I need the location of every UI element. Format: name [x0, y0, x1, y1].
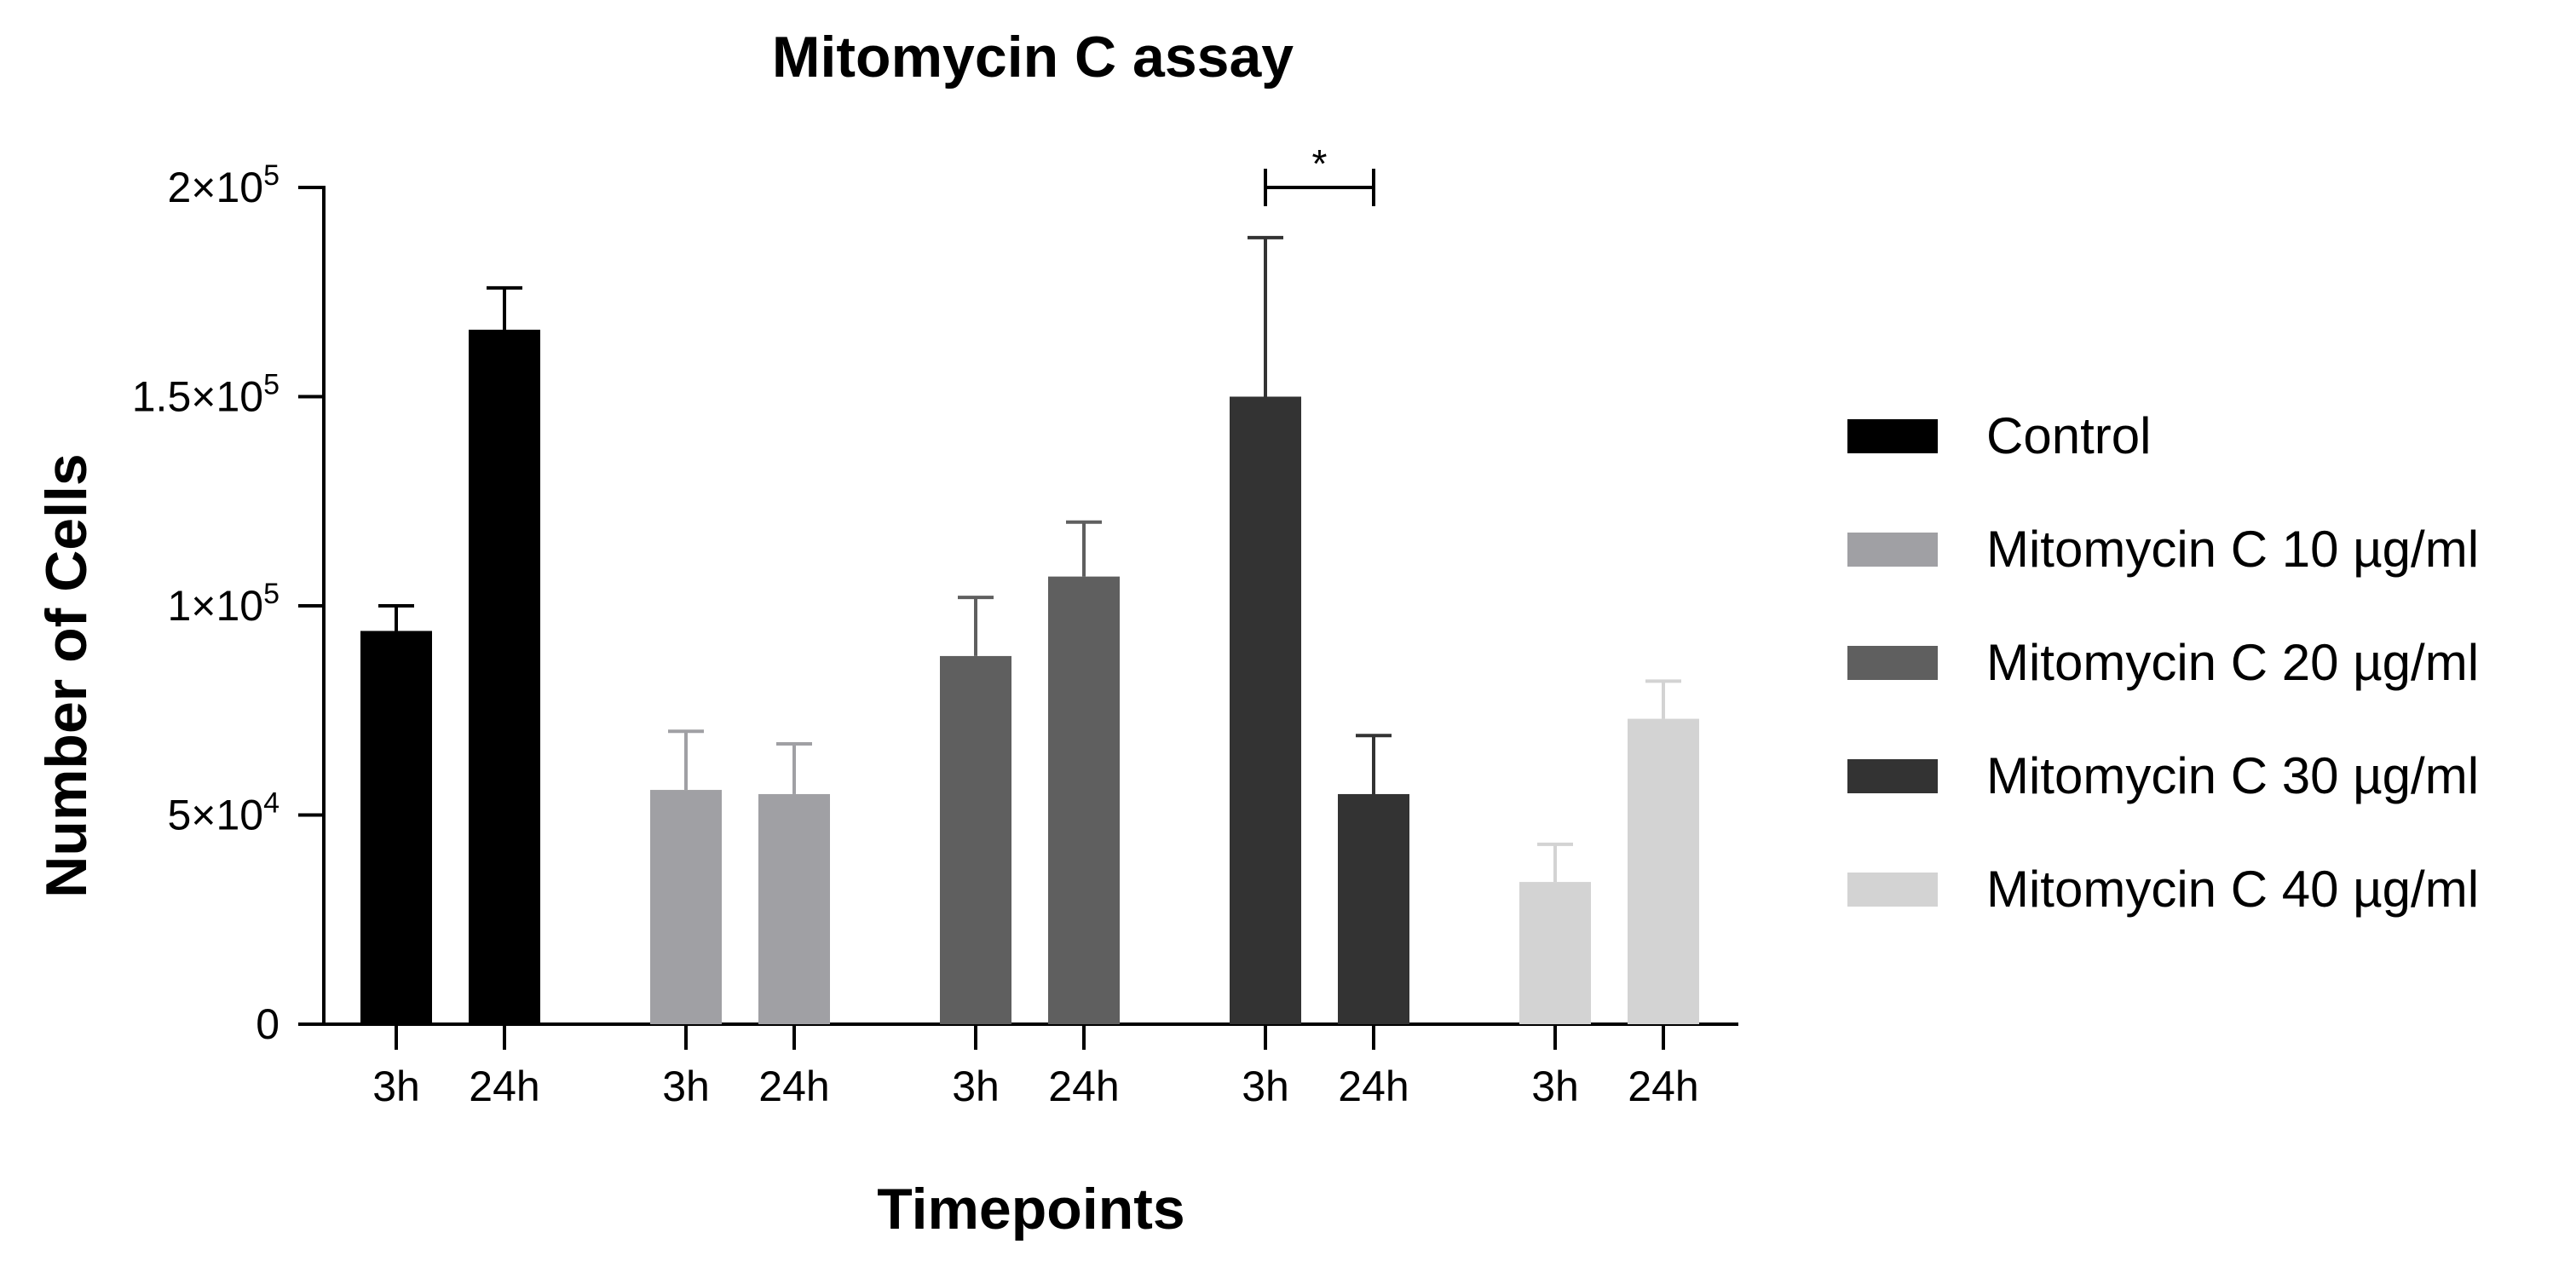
legend-label: Mitomycin C 10 µg/ml [1986, 521, 2479, 578]
legend-swatch [1847, 646, 1938, 680]
y-tick-label: 0 [256, 1000, 279, 1048]
legend-label: Mitomycin C 20 µg/ml [1986, 634, 2479, 691]
legend-label: Mitomycin C 40 µg/ml [1986, 861, 2479, 918]
bar [1338, 793, 1409, 1024]
x-tick-label: 3h [372, 1063, 420, 1110]
bar [758, 793, 830, 1024]
legend-swatch [1847, 419, 1938, 453]
bar [1628, 718, 1699, 1024]
legend-swatch [1847, 759, 1938, 793]
bar [940, 655, 1011, 1024]
significance-star: * [1312, 141, 1328, 186]
bar [650, 790, 722, 1024]
legend-label: Mitomycin C 30 µg/ml [1986, 747, 2479, 804]
x-axis: 3h 24h 3h 24h 3h 24h 3h 24h 3h 24h [322, 1022, 1738, 1110]
legend-swatch [1847, 533, 1938, 567]
error-bars [378, 235, 1681, 883]
y-axis-label: Number of Cells [34, 453, 99, 897]
significance-annotations: * [1264, 141, 1375, 206]
x-tick-label: 3h [1242, 1063, 1289, 1110]
legend: Control Mitomycin C 10 µg/ml Mitomycin C 2… [1847, 407, 2479, 918]
x-tick-label: 24h [469, 1063, 539, 1110]
x-tick-label: 24h [758, 1063, 829, 1110]
x-tick-label: 24h [1628, 1063, 1698, 1110]
bars [360, 329, 1699, 1024]
x-axis-label: Timepoints [877, 1177, 1184, 1241]
x-tick-label: 3h [1531, 1063, 1579, 1110]
legend-swatch [1847, 873, 1938, 907]
y-tick-label: 1.5×105 [132, 369, 279, 421]
x-tick-label: 3h [662, 1063, 710, 1110]
y-tick-label: 5×104 [167, 787, 279, 839]
y-tick-label: 1×105 [167, 578, 279, 630]
y-tick-label: 2×105 [167, 159, 279, 211]
x-tick-label: 24h [1048, 1063, 1119, 1110]
y-axis: 0 5×104 1×105 1.5×105 2×105 [132, 159, 326, 1048]
x-tick-label: 24h [1338, 1063, 1409, 1110]
x-tick-label: 3h [952, 1063, 1000, 1110]
chart-title: Mitomycin C assay [772, 25, 1294, 89]
bar [1519, 882, 1591, 1024]
legend-label: Control [1986, 407, 2151, 464]
bar [1048, 576, 1120, 1024]
bar [1230, 396, 1301, 1024]
bar [469, 329, 540, 1024]
bar [360, 631, 432, 1024]
